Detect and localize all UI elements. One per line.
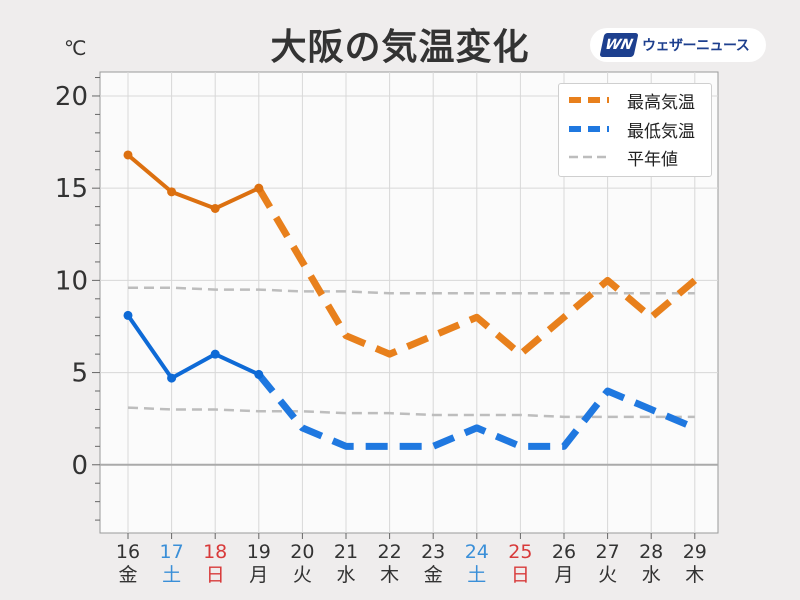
- series-high-point: [123, 150, 133, 160]
- x-tick-label-day: 28: [639, 541, 663, 563]
- x-tick-label-weekday: 木: [380, 564, 399, 586]
- y-axis-unit: ℃: [64, 36, 87, 60]
- x-tick-label-day: 26: [552, 541, 576, 563]
- weathernews-logo: WN ウェザーニュース: [590, 28, 766, 62]
- x-tick-label-weekday: 土: [467, 564, 486, 586]
- x-tick-label-weekday: 土: [162, 564, 181, 586]
- series-high-point: [210, 203, 220, 213]
- series-low-point: [210, 349, 220, 359]
- y-tick-label: 0: [71, 451, 88, 481]
- legend-label-normal: 平年値: [627, 149, 678, 170]
- x-tick-label-weekday: 水: [336, 564, 355, 586]
- x-tick-label-weekday: 火: [598, 564, 617, 586]
- x-tick-label-weekday: 金: [118, 564, 137, 586]
- y-tick-label: 10: [55, 266, 88, 296]
- x-tick-label-weekday: 日: [511, 564, 530, 586]
- series-low-point: [167, 373, 177, 383]
- x-tick-label-weekday: 月: [554, 564, 573, 586]
- y-tick-label: 5: [71, 359, 88, 389]
- y-tick-label: 15: [55, 174, 88, 204]
- legend-label-high: 最高気温: [627, 92, 695, 113]
- weathernews-logo-text: ウェザーニュース: [642, 38, 750, 54]
- series-high-point: [167, 187, 177, 197]
- x-tick-label-day: 29: [683, 541, 707, 563]
- series-normal-line: [128, 286, 695, 295]
- chart-title: 大阪の気温変化: [270, 27, 530, 68]
- x-tick-label-day: 19: [247, 541, 271, 563]
- x-tick-label-weekday: 水: [642, 564, 661, 586]
- series-high-observed-line: [126, 153, 260, 211]
- series-low-forecast-line: [256, 372, 697, 450]
- legend-item-high: 最高気温: [559, 87, 711, 113]
- x-tick-label-day: 18: [203, 541, 227, 563]
- series-high-point: [254, 183, 264, 193]
- series-normal-line: [127, 406, 695, 419]
- legend-swatch-normal: [569, 155, 609, 159]
- x-tick-label-day: 16: [116, 541, 140, 563]
- x-tick-label-day: 27: [596, 541, 620, 563]
- series-low-point: [254, 369, 264, 379]
- series-high-forecast-line: [255, 186, 698, 358]
- x-tick-label-weekday: 木: [685, 564, 704, 586]
- series-low-point: [123, 310, 133, 320]
- series-low-observed-line: [126, 314, 260, 381]
- x-tick-label-day: 24: [465, 541, 489, 563]
- x-tick-label-day: 22: [378, 541, 402, 563]
- legend-label-low: 最低気温: [627, 121, 695, 142]
- x-tick-label-weekday: 火: [293, 564, 312, 586]
- legend-swatch-high: [569, 97, 609, 103]
- x-tick-label-day: 17: [160, 541, 184, 563]
- legend-item-low: 最低気温: [559, 116, 711, 142]
- x-tick-label-weekday: 金: [424, 564, 443, 586]
- y-tick-label: 20: [55, 82, 88, 112]
- legend-item-normal: 平年値: [559, 144, 711, 170]
- x-tick-label-day: 20: [290, 541, 314, 563]
- weathernews-logo-mark: WN: [599, 33, 639, 57]
- x-tick-label-weekday: 日: [206, 564, 225, 586]
- legend-swatch-low: [569, 126, 609, 132]
- legend: 最高気温 最低気温 平年値: [558, 83, 712, 177]
- x-tick-label-day: 23: [421, 541, 445, 563]
- x-tick-label-weekday: 月: [249, 564, 268, 586]
- x-tick-label-day: 25: [508, 541, 532, 563]
- x-tick-label-day: 21: [334, 541, 358, 563]
